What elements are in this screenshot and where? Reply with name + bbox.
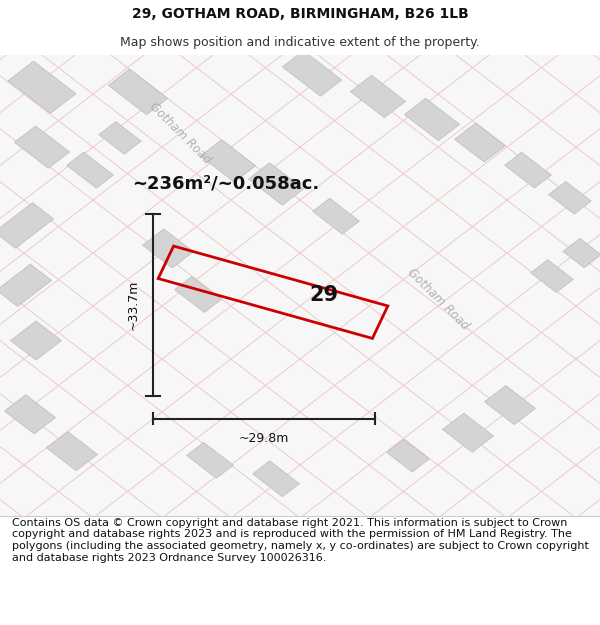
- Polygon shape: [505, 152, 551, 188]
- Polygon shape: [283, 51, 341, 96]
- Polygon shape: [14, 126, 70, 168]
- Polygon shape: [443, 413, 493, 452]
- Polygon shape: [531, 260, 573, 292]
- Polygon shape: [5, 395, 55, 434]
- Text: ~236m²/~0.058ac.: ~236m²/~0.058ac.: [132, 175, 319, 193]
- Polygon shape: [109, 69, 167, 114]
- Polygon shape: [143, 229, 193, 268]
- Polygon shape: [8, 61, 76, 113]
- Polygon shape: [0, 202, 53, 248]
- Text: 29, GOTHAM ROAD, BIRMINGHAM, B26 1LB: 29, GOTHAM ROAD, BIRMINGHAM, B26 1LB: [131, 7, 469, 21]
- Polygon shape: [350, 75, 406, 118]
- Text: Contains OS data © Crown copyright and database right 2021. This information is : Contains OS data © Crown copyright and d…: [12, 518, 589, 562]
- Text: ~33.7m: ~33.7m: [127, 280, 140, 330]
- Polygon shape: [187, 442, 233, 478]
- Polygon shape: [253, 461, 299, 497]
- Polygon shape: [563, 238, 600, 268]
- Text: Gotham Road: Gotham Road: [147, 100, 213, 167]
- Polygon shape: [0, 264, 52, 306]
- Polygon shape: [200, 140, 256, 182]
- Text: 29: 29: [310, 284, 338, 304]
- Polygon shape: [175, 277, 221, 312]
- Text: Gotham Road: Gotham Road: [405, 266, 471, 332]
- Polygon shape: [313, 198, 359, 234]
- Polygon shape: [99, 122, 141, 154]
- Polygon shape: [248, 162, 304, 205]
- Text: ~29.8m: ~29.8m: [239, 432, 289, 445]
- Text: Map shows position and indicative extent of the property.: Map shows position and indicative extent…: [120, 36, 480, 49]
- Polygon shape: [455, 123, 505, 162]
- Polygon shape: [387, 439, 429, 472]
- Polygon shape: [47, 432, 97, 471]
- Polygon shape: [404, 98, 460, 141]
- Polygon shape: [485, 386, 535, 424]
- Polygon shape: [11, 321, 61, 360]
- Polygon shape: [67, 152, 113, 188]
- Polygon shape: [549, 181, 591, 214]
